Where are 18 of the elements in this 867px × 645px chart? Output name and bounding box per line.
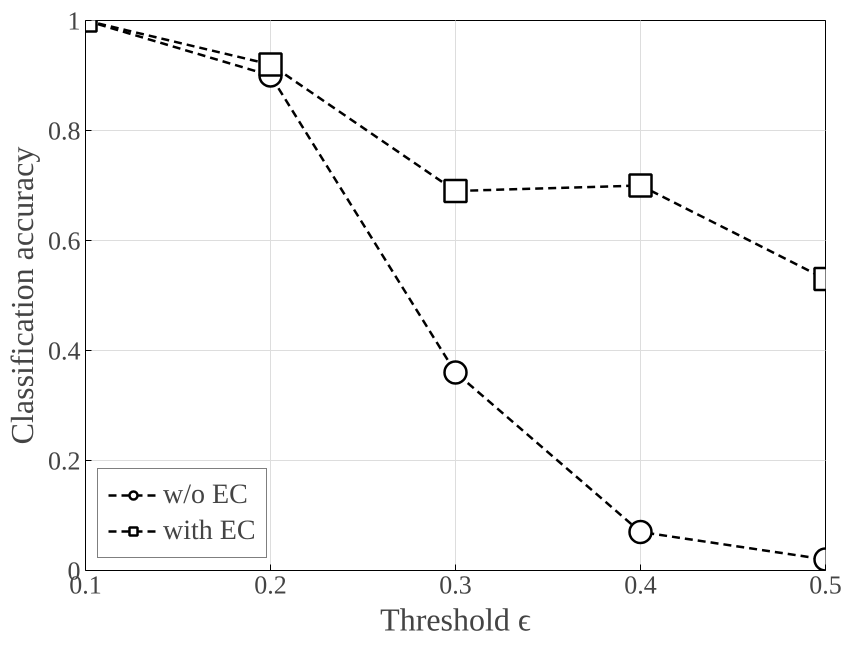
y-axis-title: Classification accuracy <box>4 146 40 444</box>
x-tick-label: 0.2 <box>254 570 287 600</box>
y-tick-label: 0.6 <box>48 226 80 256</box>
legend-label: with EC <box>163 515 256 547</box>
x-axis-title: Threshold ϵ <box>380 602 531 638</box>
point <box>443 178 468 204</box>
point <box>628 173 653 198</box>
legend-label: w/o EC <box>163 479 248 511</box>
x-tick-label: 0.5 <box>809 570 842 600</box>
y-tick-label: 0.8 <box>48 116 80 146</box>
x-tick-label: 0.3 <box>439 570 472 600</box>
y-tick-label: 0.4 <box>48 336 80 366</box>
y-tick-label: 1 <box>68 6 80 36</box>
point <box>628 520 653 544</box>
y-tick-label: 0.2 <box>48 446 80 476</box>
x-tick-label: 0.4 <box>624 570 657 600</box>
point <box>443 360 468 385</box>
point <box>258 52 283 77</box>
